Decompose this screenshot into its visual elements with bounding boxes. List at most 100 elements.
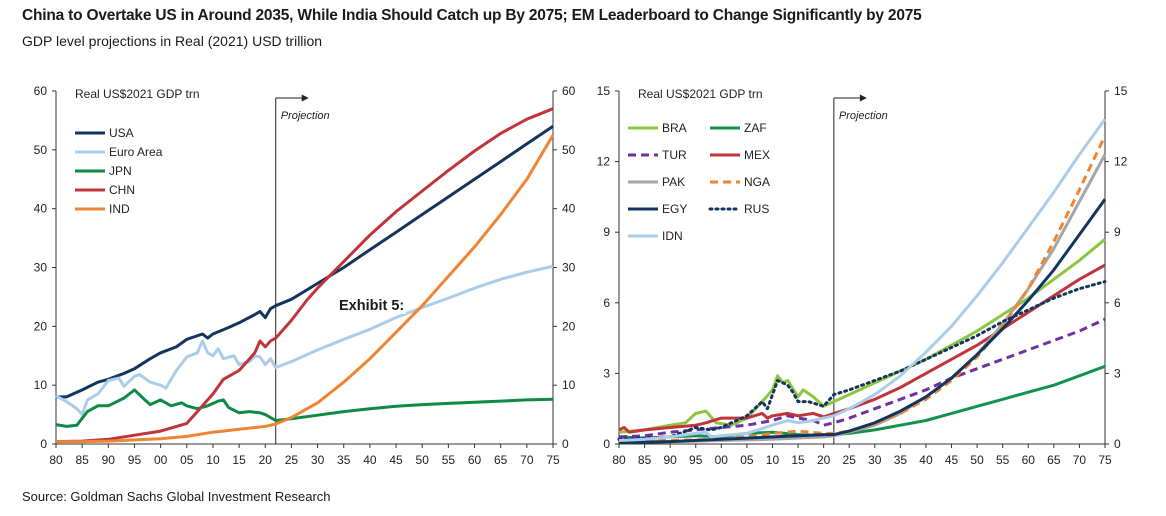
page-subtitle: GDP level projections in Real (2021) USD… [22, 33, 323, 49]
legend-label: PAK [662, 175, 685, 189]
projection-label: Projection [839, 110, 888, 122]
y-tick-label-right: 40 [562, 202, 576, 216]
x-tick-label: 65 [1047, 453, 1061, 467]
x-tick-label: 05 [180, 453, 194, 467]
series-line-idn [618, 118, 1107, 442]
y-axis-title: Real US$2021 GDP trn [638, 87, 763, 101]
y-tick-label-left: 15 [597, 84, 611, 98]
series-line-jpn [55, 388, 554, 428]
y-tick-label-right: 12 [1114, 155, 1128, 169]
series-line-rus [617, 280, 1107, 441]
projection-label: Projection [281, 110, 330, 122]
y-tick-label-left: 10 [34, 378, 48, 392]
legend-label: MEX [744, 148, 770, 162]
legend-label: Euro Area [109, 145, 163, 159]
series-line-bra [618, 238, 1106, 434]
x-tick-label: 20 [259, 453, 273, 467]
x-tick-label: 35 [894, 453, 908, 467]
x-tick-label: 35 [337, 453, 351, 467]
x-tick-label: 45 [389, 453, 403, 467]
series-line-nga [619, 135, 1107, 442]
legend-label: ZAF [744, 121, 767, 135]
y-tick-label-right: 60 [562, 84, 576, 98]
x-tick-label: 15 [232, 453, 246, 467]
x-tick-label: 90 [663, 453, 677, 467]
legend-label: IND [109, 202, 130, 216]
x-tick-label: 80 [49, 453, 63, 467]
y-tick-label-right: 0 [1114, 437, 1121, 451]
x-tick-label: 10 [766, 453, 780, 467]
legend-label: IDN [662, 229, 683, 243]
x-tick-label: 65 [494, 453, 508, 467]
x-tick-label: 30 [311, 453, 325, 467]
y-tick-label-left: 6 [603, 296, 610, 310]
x-tick-label: 80 [612, 453, 626, 467]
legend-label: CHN [109, 183, 135, 197]
y-tick-label-right: 0 [562, 437, 569, 451]
y-tick-label-right: 9 [1114, 225, 1121, 239]
x-tick-label: 55 [996, 453, 1010, 467]
y-tick-label-left: 0 [40, 437, 47, 451]
x-tick-label: 95 [689, 453, 703, 467]
projection-arrow-head [301, 94, 309, 102]
x-tick-label: 10 [206, 453, 220, 467]
x-tick-label: 75 [1098, 453, 1112, 467]
x-tick-label: 40 [919, 453, 933, 467]
legend-label: USA [109, 126, 134, 140]
y-tick-label-left: 50 [34, 143, 48, 157]
x-tick-label: 50 [970, 453, 984, 467]
x-tick-label: 60 [468, 453, 482, 467]
series-line-tur [618, 317, 1106, 439]
series-line-chn [55, 107, 554, 444]
x-tick-label: 30 [868, 453, 882, 467]
y-axis-title: Real US$2021 GDP trn [75, 87, 200, 101]
y-tick-label-left: 12 [597, 155, 611, 169]
y-tick-label-left: 0 [603, 437, 610, 451]
y-tick-label-left: 3 [603, 366, 610, 380]
legend-label: EGY [662, 202, 687, 216]
x-tick-label: 00 [715, 453, 729, 467]
y-tick-label-left: 20 [34, 319, 48, 333]
legend-label: JPN [109, 164, 132, 178]
x-tick-label: 90 [102, 453, 116, 467]
series-line-ind [56, 134, 555, 444]
y-tick-label-left: 60 [34, 84, 48, 98]
projection-arrow-head [859, 94, 867, 102]
y-tick-label-right: 50 [562, 143, 576, 157]
x-tick-label: 55 [442, 453, 456, 467]
series-line-mex [618, 263, 1106, 434]
x-tick-label: 95 [128, 453, 142, 467]
series-line-egy [618, 198, 1107, 445]
y-tick-label-right: 30 [562, 261, 576, 275]
page-title: China to Overtake US in Around 2035, Whi… [22, 7, 922, 24]
x-tick-label: 40 [363, 453, 377, 467]
source-note: Source: Goldman Sachs Global Investment … [22, 489, 331, 504]
x-tick-label: 25 [843, 453, 857, 467]
x-tick-label: 70 [520, 453, 534, 467]
y-tick-label-right: 20 [562, 319, 576, 333]
y-tick-label-right: 10 [562, 378, 576, 392]
y-tick-label-left: 9 [603, 225, 610, 239]
y-tick-label-left: 30 [34, 261, 48, 275]
x-tick-label: 70 [1073, 453, 1087, 467]
series-line-usa [56, 125, 554, 399]
y-tick-label-right: 6 [1114, 296, 1121, 310]
x-tick-label: 85 [75, 453, 89, 467]
x-tick-label: 50 [416, 453, 430, 467]
exhibit-label: Exhibit 5: [337, 298, 407, 314]
series-line-euro-area [55, 264, 554, 417]
legend-label: TUR [662, 148, 687, 162]
legend-label: RUS [744, 202, 769, 216]
y-tick-label-right: 3 [1114, 366, 1121, 380]
x-tick-label: 75 [546, 453, 560, 467]
x-tick-label: 85 [638, 453, 652, 467]
x-tick-label: 60 [1022, 453, 1036, 467]
legend-label: NGA [744, 175, 770, 189]
legend-label: BRA [662, 121, 687, 135]
y-tick-label-right: 15 [1114, 84, 1128, 98]
x-tick-label: 25 [285, 453, 299, 467]
x-tick-label: 15 [791, 453, 805, 467]
x-tick-label: 45 [945, 453, 959, 467]
